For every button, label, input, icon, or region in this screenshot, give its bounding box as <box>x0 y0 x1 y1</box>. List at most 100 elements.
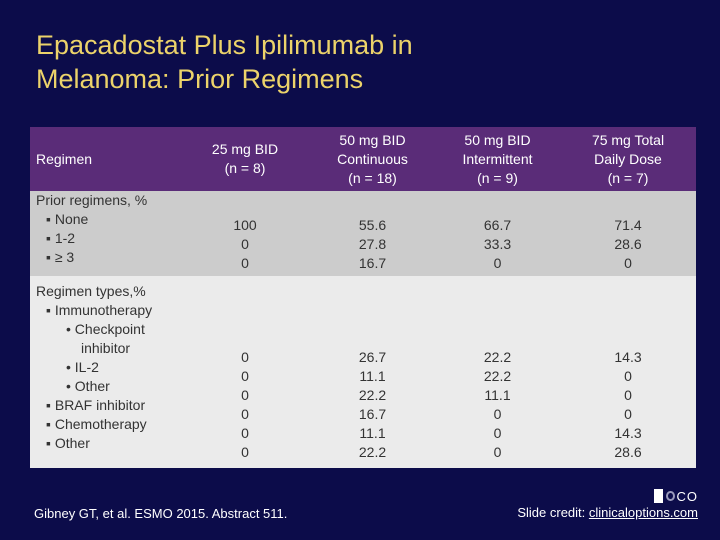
list-item: ▪ BRAF inhibitor <box>46 397 146 413</box>
logo-text: CO <box>676 488 698 504</box>
dot-bullet-icon: • <box>66 321 75 337</box>
list-item: ▪ Chemotherapy <box>46 416 147 432</box>
table-cell-value: 100 <box>233 217 257 233</box>
types-values-75mg: 14.3 0 0 0 14.3 28.6 <box>560 276 696 468</box>
table-cell-value: 0 <box>624 406 632 422</box>
header-line: (n = 9) <box>477 169 518 186</box>
prior-values-25mg: 100 0 0 <box>180 191 310 276</box>
header-regimen-label: Regimen <box>36 150 93 167</box>
list-item: ▪ Immunotherapy <box>46 302 153 318</box>
list-item: • Checkpoint <box>66 321 145 337</box>
logo-circle-icon <box>666 491 675 501</box>
table-cell-value: 0 <box>241 425 249 441</box>
header-line: 50 mg BID <box>339 131 406 148</box>
types-values-50mg-intermittent: 22.2 22.2 11.1 0 0 0 <box>435 276 560 468</box>
table-cell-value: 28.6 <box>614 236 642 252</box>
table-cell-value: 22.2 <box>483 349 512 365</box>
table-cell-value: 22.2 <box>358 444 387 460</box>
table-row-prior-regimens: Prior regimens, % ▪ None ▪ 1-2 ▪ ≥ 3 100… <box>30 191 696 276</box>
table-cell-value: 0 <box>241 368 249 384</box>
table-cell-value: 0 <box>493 406 502 422</box>
table-cell-value: 0 <box>241 387 249 403</box>
square-bullet-icon: ▪ <box>46 211 55 227</box>
list-item-continuation: inhibitor <box>81 340 131 356</box>
regimen-types-label-cell: Regimen types,% ▪ Immunotherapy • Checkp… <box>30 276 180 468</box>
header-line: Intermittent <box>462 150 533 167</box>
table-cell-value: 66.7 <box>483 217 512 233</box>
header-50mg-bid-intermittent: 50 mg BID Intermittent (n = 9) <box>435 127 560 191</box>
header-line: (n = 18) <box>348 169 397 186</box>
header-line: 25 mg BID <box>211 141 279 157</box>
types-values-50mg-continuous: 26.7 11.1 22.2 16.7 11.1 22.2 <box>310 276 435 468</box>
prior-values-75mg: 71.4 28.6 0 <box>560 191 696 276</box>
table-cell-value: 0 <box>493 255 502 271</box>
table-header-row: Regimen 25 mg BID (n = 8) 50 mg BID Cont… <box>30 127 696 191</box>
slide-title-line-2: Melanoma: Prior Regimens <box>36 64 364 94</box>
dot-bullet-icon: • <box>66 378 75 394</box>
table-cell-value: 0 <box>241 406 249 422</box>
header-line: Daily Dose <box>594 150 662 167</box>
square-bullet-icon: ▪ <box>46 230 55 246</box>
table-cell-value: 27.8 <box>358 236 387 252</box>
table-cell-value: 11.1 <box>484 387 511 403</box>
square-bullet-icon: ▪ <box>46 416 55 432</box>
list-item: ▪ ≥ 3 <box>46 249 75 265</box>
square-bullet-icon: ▪ <box>46 397 55 413</box>
table-cell-value: 26.7 <box>358 349 387 365</box>
header-line: (n = 8) <box>224 160 266 176</box>
list-item: ▪ Other <box>46 435 90 451</box>
clinical-care-options-logo: CO <box>654 488 698 504</box>
header-line: 75 mg Total <box>591 131 665 148</box>
list-item: • IL-2 <box>66 359 99 375</box>
table-cell-value: 0 <box>624 387 632 403</box>
slide-title: Epacadostat Plus Ipilimumab in Melanoma:… <box>36 28 676 96</box>
table-cell-value: 0 <box>241 255 249 271</box>
table-cell-value: 55.6 <box>358 217 387 233</box>
slide-credit: Slide credit: clinicaloptions.com <box>517 505 698 520</box>
table-cell-value: 0 <box>624 255 632 271</box>
table-row-regimen-types: Regimen types,% ▪ Immunotherapy • Checkp… <box>30 276 696 468</box>
regimen-types-label: Regimen types,% <box>36 283 146 299</box>
table-cell-value: 22.2 <box>483 368 512 384</box>
slide-credit-label: Slide credit: <box>517 505 589 520</box>
header-line: (n = 7) <box>607 169 649 186</box>
types-values-25mg: 0 0 0 0 0 0 <box>180 276 310 468</box>
list-item: ▪ 1-2 <box>46 230 76 246</box>
header-75mg-total-daily: 75 mg Total Daily Dose (n = 7) <box>560 127 696 191</box>
list-item: • Other <box>66 378 110 394</box>
table-cell-value: 14.3 <box>614 349 642 365</box>
reference-citation: Gibney GT, et al. ESMO 2015. Abstract 51… <box>34 506 288 521</box>
square-bullet-icon: ▪ <box>46 435 55 451</box>
table-cell-value: 16.7 <box>358 406 387 422</box>
dot-bullet-icon: • <box>66 359 75 375</box>
square-bullet-icon: ▪ <box>46 302 55 318</box>
prior-regimens-label-cell: Prior regimens, % ▪ None ▪ 1-2 ▪ ≥ 3 <box>30 191 180 276</box>
table-cell-value: 11.1 <box>359 425 386 441</box>
table-cell-value: 71.4 <box>614 217 642 233</box>
prior-values-50mg-intermittent: 66.7 33.3 0 <box>435 191 560 276</box>
header-regimen: Regimen <box>30 127 180 191</box>
slide-title-line-1: Epacadostat Plus Ipilimumab in <box>36 30 413 60</box>
table-cell-value: 0 <box>493 425 502 441</box>
table-cell-value: 33.3 <box>483 236 512 252</box>
table-cell-value: 11.1 <box>359 368 386 384</box>
table-cell-value: 28.6 <box>614 444 642 460</box>
table-cell-value: 0 <box>241 236 249 252</box>
table-cell-value: 0 <box>241 349 249 365</box>
table-cell-value: 0 <box>241 444 249 460</box>
table-cell-value: 0 <box>624 368 632 384</box>
table-cell-value: 22.2 <box>358 387 387 403</box>
header-50mg-bid-continuous: 50 mg BID Continuous (n = 18) <box>310 127 435 191</box>
table-cell-value: 0 <box>493 444 502 460</box>
prior-values-50mg-continuous: 55.6 27.8 16.7 <box>310 191 435 276</box>
header-line: Continuous <box>337 150 408 167</box>
logo-square-icon <box>654 489 663 503</box>
table-cell-value: 16.7 <box>358 255 387 271</box>
list-item: ▪ None <box>46 211 89 227</box>
header-25mg-bid: 25 mg BID (n = 8) <box>180 127 310 191</box>
square-bullet-icon: ▪ <box>46 249 55 265</box>
header-line: 50 mg BID <box>464 131 531 148</box>
prior-regimens-label: Prior regimens, % <box>36 192 148 208</box>
slide-credit-link[interactable]: clinicaloptions.com <box>588 505 698 520</box>
prior-regimens-table: Regimen 25 mg BID (n = 8) 50 mg BID Cont… <box>30 127 696 468</box>
